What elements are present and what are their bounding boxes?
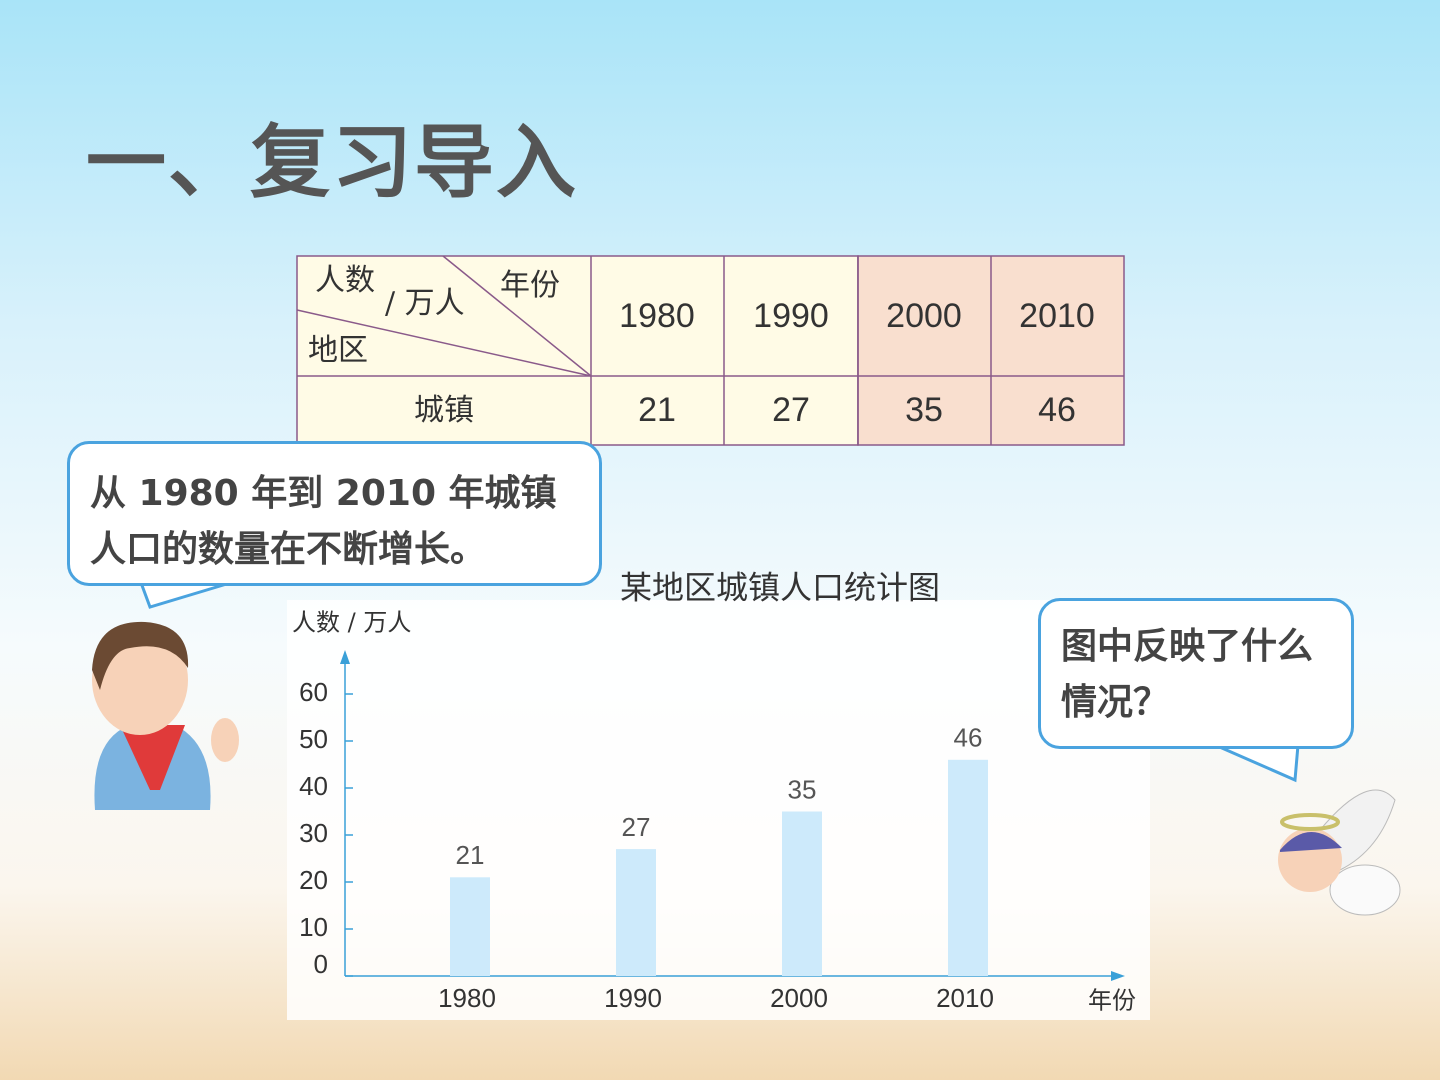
boy-illustration: [92, 621, 239, 810]
y-tick-label: 40: [299, 771, 328, 801]
bar: [616, 849, 656, 976]
x-tick-label: 2000: [770, 983, 828, 1013]
y-tick-label: 50: [299, 724, 328, 754]
x-tick-label: 2010: [936, 983, 994, 1013]
cell: 35: [905, 391, 943, 429]
diagonal: [296, 309, 592, 377]
x-axis-arrow: [1111, 971, 1125, 981]
y-tick-label: 60: [299, 677, 328, 707]
row-label: 城镇: [414, 393, 474, 428]
corner-row-label: 地区: [308, 333, 368, 368]
y-axis-label: 人数 / 万人: [292, 609, 411, 637]
chart-panel: [287, 600, 1150, 1020]
y-tick-label: 10: [299, 912, 328, 942]
y-tick-label: 20: [299, 865, 328, 895]
bar: [948, 759, 988, 976]
slide-title: 一、复习导入: [86, 116, 578, 209]
corner-column-label: 年份: [500, 268, 560, 303]
table: [296, 255, 1125, 446]
chart-title: 某地区城镇人口统计图: [620, 569, 940, 607]
cell: 21: [638, 391, 676, 429]
y-axis-arrow: [340, 650, 350, 664]
data-label: 35: [788, 774, 817, 804]
table-bg: [296, 255, 859, 446]
column-header: 2000: [886, 297, 962, 335]
cell: 27: [772, 391, 810, 429]
bar: [450, 877, 490, 976]
data-label: 46: [954, 723, 983, 753]
speech-bubble: 从 1980 年到 2010 年城镇人口的数量在不断增长。: [67, 441, 602, 586]
column-header: 2010: [1019, 297, 1095, 335]
column-header: 1980: [619, 297, 695, 335]
column-header: 1990: [753, 297, 829, 335]
bar: [782, 811, 822, 976]
x-tick-label: 1980: [438, 983, 496, 1013]
y-tick-label: 30: [299, 818, 328, 848]
x-tick-label: 1990: [604, 983, 662, 1013]
y-tick-label: 0: [314, 949, 328, 979]
x-axis-label: 年份: [1088, 987, 1136, 1015]
corner-unit: / 万人: [385, 286, 465, 321]
data-label: 27: [622, 812, 651, 842]
bubble-tail: [1214, 743, 1300, 783]
speech-bubble: 图中反映了什么情况？: [1038, 598, 1354, 749]
cell: 46: [1038, 391, 1076, 429]
angel-illustration: [1278, 789, 1401, 916]
data-label: 21: [456, 840, 485, 870]
diagonal: [442, 255, 592, 377]
corner-value-label: 人数: [315, 263, 375, 298]
